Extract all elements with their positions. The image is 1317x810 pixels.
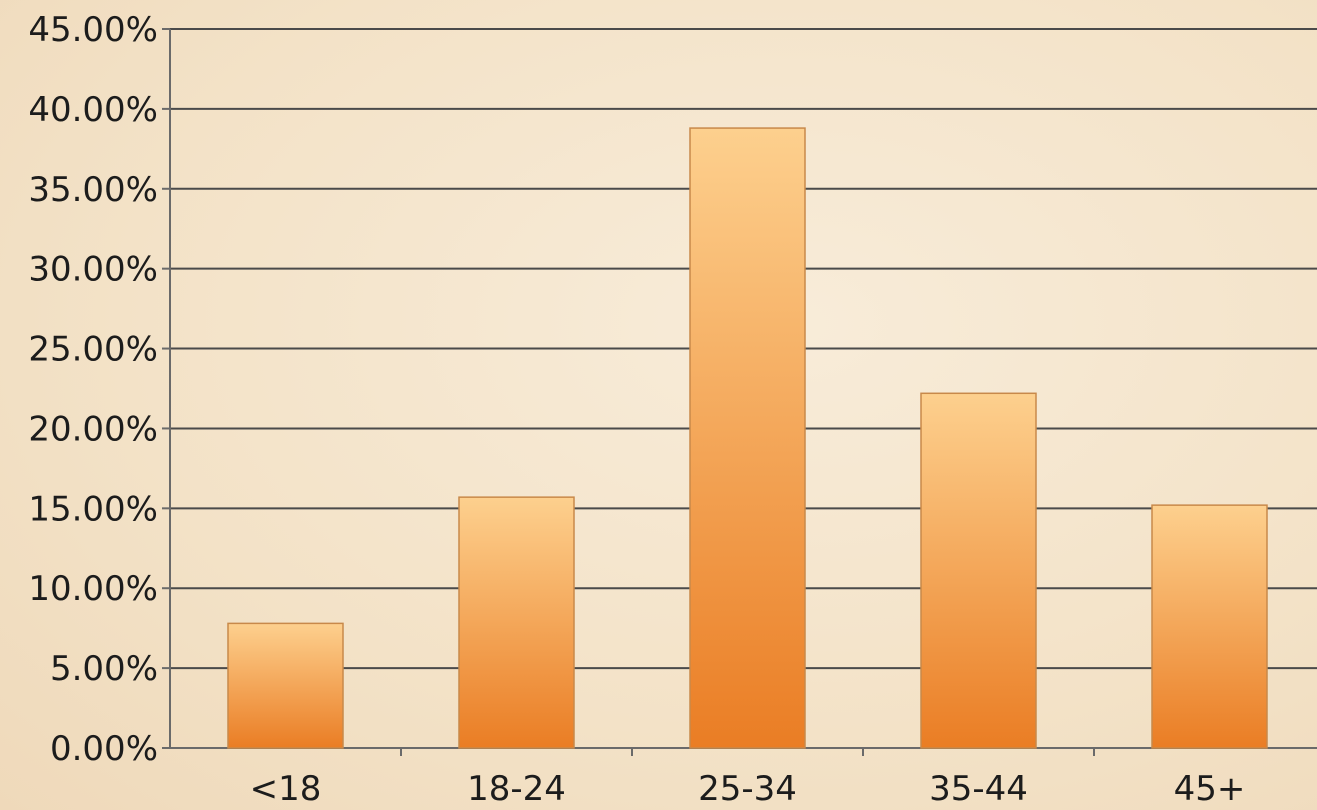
y-tick-label: 20.00%: [28, 409, 158, 449]
y-tick-labels: 0.00% 5.00% 10.00% 15.00% 20.00% 25.00% 30.00%…: [28, 10, 158, 769]
y-tick-label: 0.00%: [50, 729, 158, 769]
y-tick-label: 30.00%: [28, 250, 158, 290]
x-tick-label: <18: [250, 769, 322, 809]
bars: [227, 127, 1268, 749]
y-tick-label: 15.00%: [28, 489, 158, 529]
x-tick-labels: <18 18-24 25-34 35-44 45+: [250, 769, 1246, 809]
y-tick-label: 45.00%: [28, 10, 158, 50]
x-tick-label: 45+: [1174, 769, 1246, 809]
x-tick-label: 35-44: [929, 769, 1028, 809]
x-tick-label: 18-24: [467, 769, 566, 809]
bar-1: [458, 496, 575, 749]
y-tick-label: 25.00%: [28, 330, 158, 370]
bar-2: [689, 127, 806, 749]
bar-4: [1151, 504, 1268, 749]
x-tick-label: 25-34: [698, 769, 797, 809]
y-tick-label: 35.00%: [28, 170, 158, 210]
y-tick-label: 5.00%: [50, 649, 158, 689]
y-tick-label: 40.00%: [28, 90, 158, 130]
y-tick-label: 10.00%: [28, 569, 158, 609]
bar-3: [920, 392, 1037, 749]
bar-0: [227, 622, 344, 749]
